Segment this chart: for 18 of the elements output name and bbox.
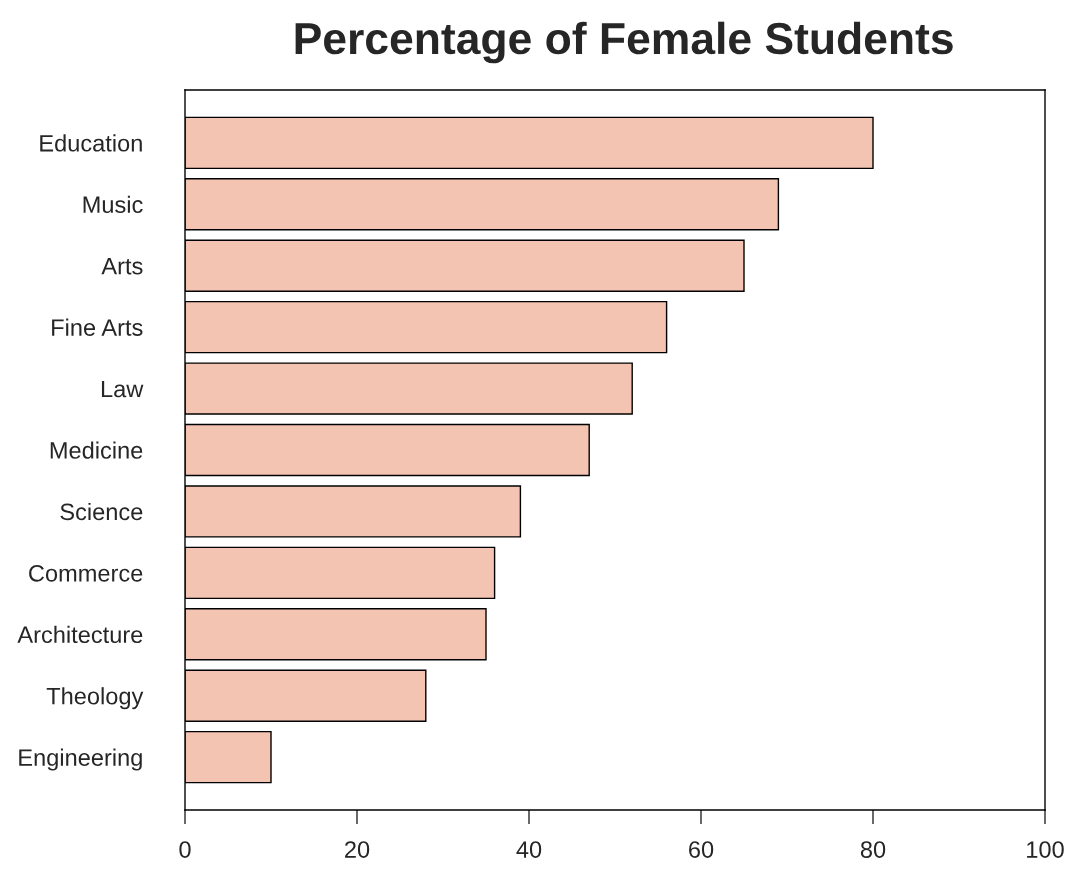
y-tick-label: Theology bbox=[46, 687, 144, 710]
y-tick-label: Engineering bbox=[19, 748, 142, 771]
y-tick-label: Medicine bbox=[50, 441, 143, 459]
y-tick-label: Architecture bbox=[17, 625, 143, 644]
y-tick-label: Education bbox=[40, 134, 142, 152]
x-tick-label: 80 bbox=[860, 841, 886, 858]
y-tick-label: Law bbox=[101, 380, 144, 398]
y-tick-label: Arts bbox=[101, 258, 143, 275]
y-tick-label: Music bbox=[83, 195, 143, 214]
x-tick-label: 0 bbox=[179, 841, 191, 858]
y-tick-label: Science bbox=[60, 502, 143, 521]
x-tick-label: 40 bbox=[516, 841, 542, 858]
x-tick-label: 60 bbox=[689, 841, 714, 858]
chart-title: Percentage of Female Students bbox=[295, 21, 953, 64]
y-tick-label: Fine Arts bbox=[52, 318, 143, 336]
x-tick-label: 20 bbox=[345, 841, 370, 858]
x-tick-label: 100 bbox=[1027, 841, 1064, 858]
y-tick-label: Commerce bbox=[29, 564, 143, 582]
